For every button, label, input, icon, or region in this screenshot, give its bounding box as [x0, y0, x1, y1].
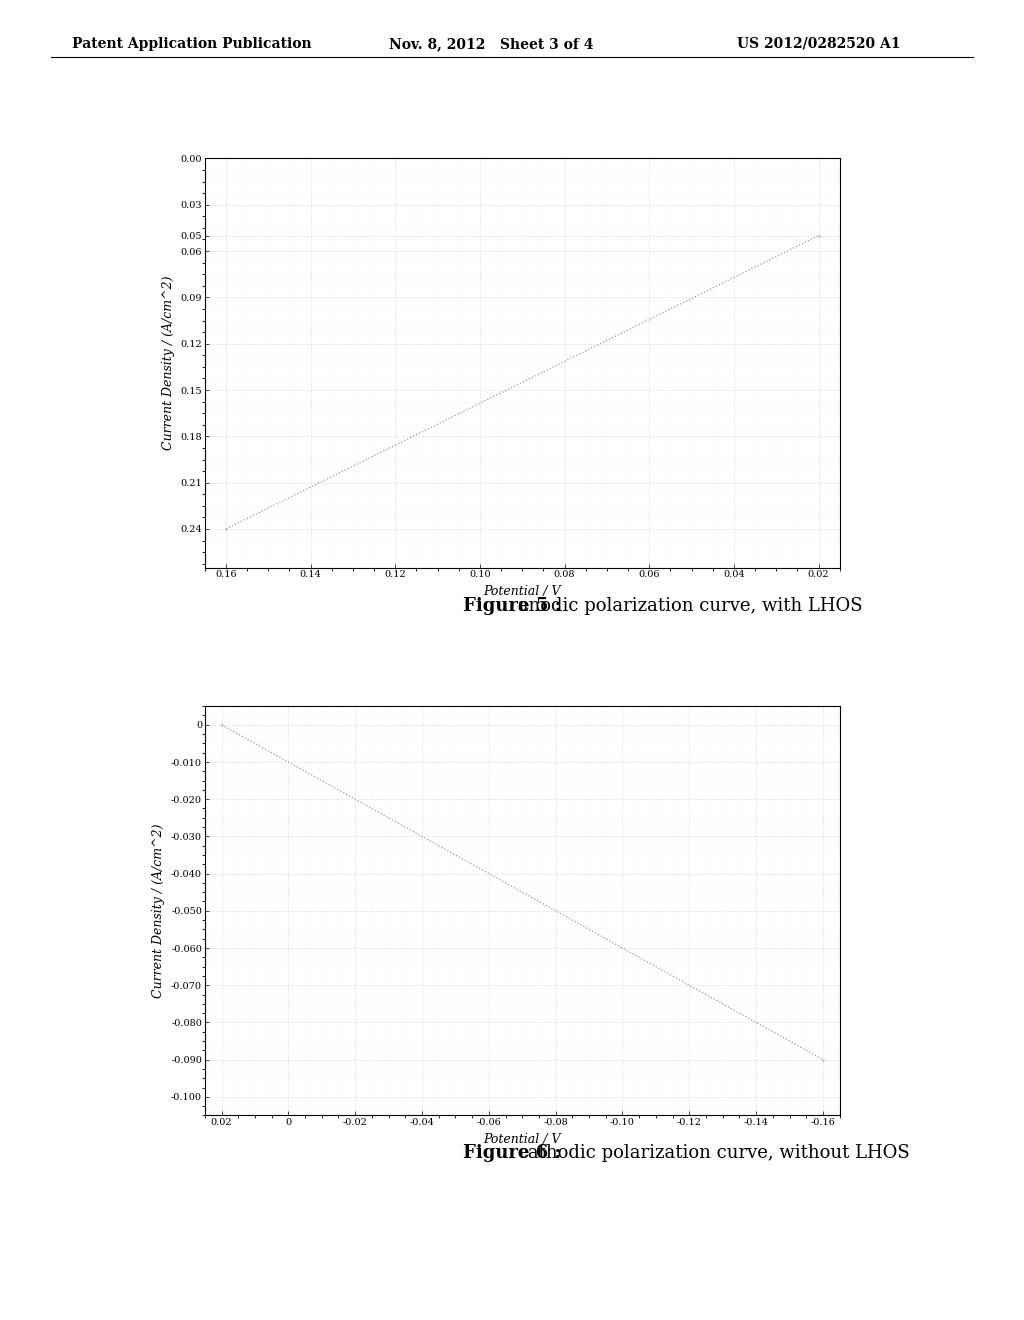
Text: Nov. 8, 2012   Sheet 3 of 4: Nov. 8, 2012 Sheet 3 of 4 [389, 37, 594, 51]
Text: anodic polarization curve, with LHOS: anodic polarization curve, with LHOS [512, 597, 862, 615]
Text: Figure 6 :: Figure 6 : [463, 1144, 561, 1163]
X-axis label: Potential / V: Potential / V [483, 585, 561, 598]
Y-axis label: Current Density / (A/cm^2): Current Density / (A/cm^2) [153, 824, 166, 998]
Text: Figure 5 :: Figure 5 : [463, 597, 561, 615]
Y-axis label: Current Density / (A/cm^2): Current Density / (A/cm^2) [162, 276, 175, 450]
Text: Patent Application Publication: Patent Application Publication [72, 37, 311, 51]
Text: US 2012/0282520 A1: US 2012/0282520 A1 [737, 37, 901, 51]
X-axis label: Potential / V: Potential / V [483, 1133, 561, 1146]
Text: cathodic polarization curve, without LHOS: cathodic polarization curve, without LHO… [512, 1144, 909, 1163]
